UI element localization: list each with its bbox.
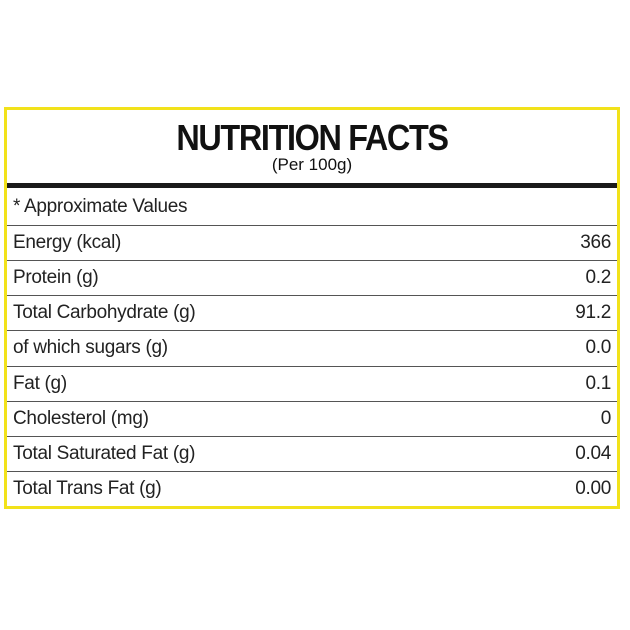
table-row: Cholesterol (mg) 0	[7, 402, 617, 437]
nutrient-name: Total Carbohydrate (g)	[13, 302, 196, 324]
table-row: Energy (kcal) 366	[7, 226, 617, 262]
nutrient-name: Fat (g)	[13, 372, 67, 394]
label-title: NUTRITION FACTS	[176, 117, 449, 158]
table-row: Fat (g) 0.1	[7, 367, 617, 402]
nutrient-value: 366	[580, 232, 611, 254]
nutrient-value: 0.1	[585, 372, 611, 394]
nutrient-name: Energy (kcal)	[13, 232, 122, 254]
nutrient-value: 0.04	[575, 442, 611, 464]
nutrient-value: 0.2	[585, 267, 611, 289]
nutrient-name: of which sugars (g)	[13, 337, 168, 359]
nutrient-value: 0.00	[575, 477, 611, 499]
table-row: Total Trans Fat (g) 0.00	[7, 472, 617, 506]
nutrition-label-frame: NUTRITION FACTS (Per 100g) * Approximate…	[4, 107, 620, 509]
label-subtitle: (Per 100g)	[271, 155, 353, 174]
approximate-values-note: * Approximate Values	[7, 188, 617, 226]
nutrient-value: 0	[600, 407, 612, 429]
table-row: of which sugars (g) 0.0	[7, 331, 617, 367]
nutrition-label: NUTRITION FACTS (Per 100g) * Approximate…	[7, 110, 617, 506]
label-header: NUTRITION FACTS (Per 100g)	[7, 110, 617, 188]
table-row: Total Saturated Fat (g) 0.04	[7, 437, 617, 472]
nutrient-table: Energy (kcal) 366 Protein (g) 0.2 Total …	[7, 226, 617, 506]
nutrient-value: 91.2	[575, 302, 611, 324]
table-row: Protein (g) 0.2	[7, 261, 617, 297]
nutrient-name: Cholesterol (mg)	[13, 407, 149, 429]
nutrient-name: Total Saturated Fat (g)	[13, 442, 196, 464]
table-row: Total Carbohydrate (g) 91.2	[7, 296, 617, 332]
nutrient-name: Protein (g)	[13, 267, 99, 289]
nutrient-value: 0.0	[585, 337, 611, 359]
nutrient-name: Total Trans Fat (g)	[13, 477, 162, 499]
